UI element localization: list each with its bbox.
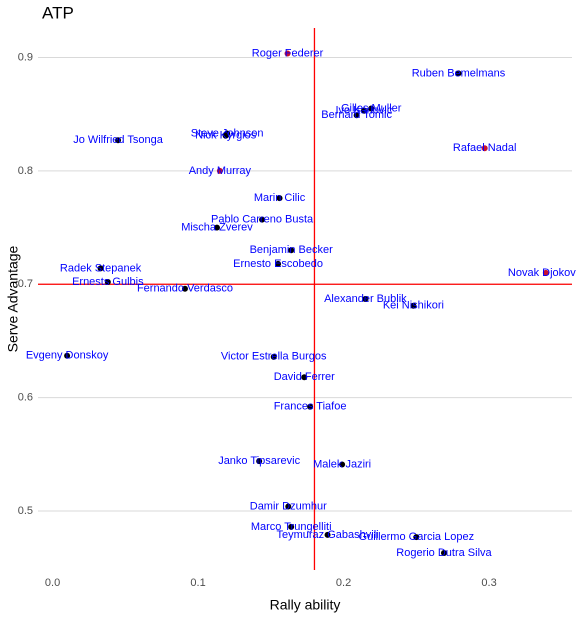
point-label: David Ferrer xyxy=(274,371,335,383)
x-axis-label: Rally ability xyxy=(270,597,341,613)
point-label: Ernests Gulbis xyxy=(72,276,144,288)
point xyxy=(276,195,283,202)
point xyxy=(275,260,282,267)
y-tick-label: 0.8 xyxy=(18,165,33,177)
point-label: Rogerio Dutra Silva xyxy=(396,547,492,559)
point-label: Frances Tiafoe xyxy=(274,401,347,413)
point-label: Nick Kyrgios xyxy=(195,130,257,142)
y-tick-label: 0.6 xyxy=(18,392,33,404)
point-label: Novak Djokovic xyxy=(508,267,576,279)
point-label: Andy Murray xyxy=(189,165,252,177)
point-label: Benjamin Becker xyxy=(250,244,333,256)
point xyxy=(284,50,291,57)
point-label: Malek Jaziri xyxy=(313,458,371,470)
point xyxy=(288,523,295,530)
point xyxy=(216,167,223,174)
point xyxy=(360,107,367,114)
point xyxy=(455,70,462,77)
y-axis-label: Serve Advantage xyxy=(5,245,21,352)
point xyxy=(64,352,71,359)
point-label: Ruben Bemelmans xyxy=(412,67,506,79)
point-label: Roger Federer xyxy=(252,47,324,59)
point xyxy=(413,534,420,541)
y-tick-label: 0.9 xyxy=(18,51,33,63)
point xyxy=(339,461,346,468)
point xyxy=(270,353,277,360)
point xyxy=(104,278,111,285)
point xyxy=(368,105,375,112)
x-tick-label: 0.3 xyxy=(481,577,496,589)
point-label: Pablo Carreno Busta xyxy=(211,214,314,226)
point xyxy=(259,216,266,223)
y-tick-label: 0.7 xyxy=(18,278,33,290)
point xyxy=(440,549,447,556)
point-label: Mischa Zverev xyxy=(181,221,253,233)
y-tick-label: 0.5 xyxy=(18,505,33,517)
point-label: Evgeny Donskoy xyxy=(26,350,109,362)
point-label: Bernard Tomic xyxy=(321,109,392,121)
point xyxy=(353,112,360,119)
point-label: Radek Stepanek xyxy=(60,262,142,274)
point-label: Gilles Muller xyxy=(341,102,402,114)
point-label: Kei Nishikori xyxy=(383,300,444,312)
point-label: Victor Estrella Burgos xyxy=(221,351,327,363)
point xyxy=(481,145,488,152)
point-label: Marco Trungelliti xyxy=(251,521,332,533)
point xyxy=(97,265,104,272)
point xyxy=(324,531,331,538)
point xyxy=(288,247,295,254)
point-label: Ernesto Escobedo xyxy=(233,258,323,270)
point-label: Fernando Verdasco xyxy=(137,283,233,295)
point-label: Rafael Nadal xyxy=(453,142,517,154)
point xyxy=(301,374,308,381)
point-label: Marin Cilic xyxy=(254,192,306,204)
chart-title: ATP xyxy=(42,3,74,22)
point xyxy=(307,403,314,410)
point xyxy=(213,224,220,231)
point-label: Ivo Karlovic xyxy=(335,105,392,117)
point-label: Jo Wilfried Tsonga xyxy=(73,134,164,146)
point xyxy=(256,458,263,465)
point-label: Damir Dzumhur xyxy=(250,500,327,512)
point-label: Guillermo Garcia Lopez xyxy=(359,531,475,543)
point-label: Teymuraz Gabashvili xyxy=(277,529,379,541)
x-tick-label: 0.2 xyxy=(336,577,351,589)
point xyxy=(222,132,229,139)
point xyxy=(410,302,417,309)
point xyxy=(362,296,369,302)
point-label: Janko Tipsarevic xyxy=(218,455,300,467)
x-tick-label: 0.1 xyxy=(190,577,205,589)
point-label: Alexander Bublik xyxy=(324,293,407,305)
point xyxy=(285,503,292,510)
point xyxy=(542,269,549,276)
point xyxy=(115,137,122,144)
x-tick-label: 0.0 xyxy=(45,577,60,589)
point xyxy=(181,285,188,292)
